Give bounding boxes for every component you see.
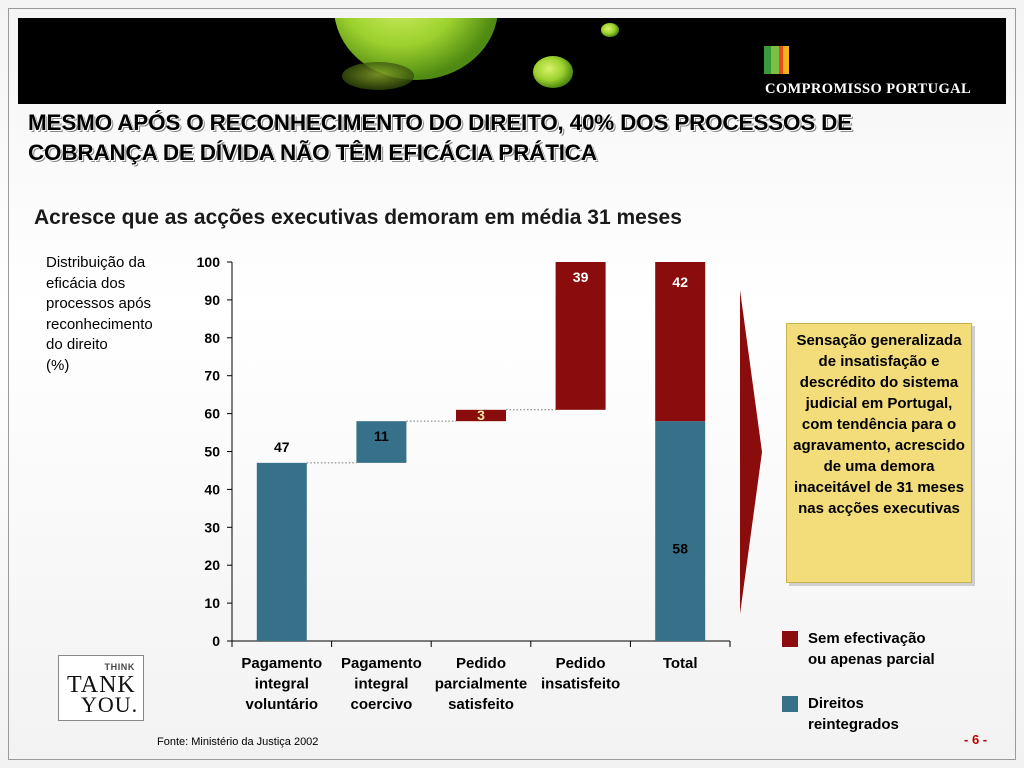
bar-value-label: 11 <box>374 428 389 444</box>
y-tick-label: 50 <box>204 444 220 460</box>
brand-name: COMPROMISSO PORTUGAL <box>765 81 972 97</box>
y-tick-label: 30 <box>204 519 220 535</box>
bar-value-label: 47 <box>274 439 290 455</box>
header-decoration <box>334 18 789 90</box>
slide-frame <box>8 8 1016 760</box>
title-line-2: COBRANÇA DE DÍVIDA NÃO TÊM EFICÁCIA PRÁT… <box>28 140 597 165</box>
x-category-label: Pedido insatisfeito <box>541 655 620 693</box>
logo-stripe-3 <box>779 46 783 74</box>
x-category-label: Pedido parcialmente satisfeito <box>435 655 528 713</box>
legend-label-line: ou apenas parcial <box>808 650 935 668</box>
legend-swatch-blue <box>782 696 798 712</box>
y-axis-label-line: (%) <box>46 356 70 374</box>
bar-value-label: 39 <box>573 269 589 285</box>
title-line-1: MESMO APÓS O RECONHECIMENTO DO DIREITO, … <box>28 110 852 135</box>
y-axis-label-line: Distribuição da <box>46 254 146 271</box>
callout-box: Sensação generalizada de insatisfação e … <box>786 323 972 583</box>
legend-label-line: reintegrados <box>808 715 899 733</box>
legend-swatch-red <box>782 631 798 647</box>
y-axis-label-line: do direito <box>46 336 108 353</box>
logo-think-text: THINK <box>104 662 135 672</box>
legend-label: Direitos reintegrados <box>808 694 899 735</box>
y-axis-label-line: processos após <box>46 295 152 312</box>
arrow-wedge <box>740 290 762 614</box>
header-banner: COMPROMISSO PORTUGAL <box>18 18 1006 104</box>
waterfall-bar <box>655 262 706 422</box>
y-tick-label: 90 <box>204 292 220 308</box>
page-number: - 6 - <box>964 732 988 747</box>
y-axis-label-line: reconhecimento <box>46 315 153 333</box>
y-tick-label: 40 <box>204 481 220 497</box>
y-tick-label: 10 <box>204 595 220 611</box>
y-tick-label: 80 <box>204 330 220 346</box>
legend-item-sem-efectivacao: Sem efectivação ou apenas parcial <box>782 629 935 670</box>
logo-stripe-1 <box>764 46 771 74</box>
y-axis-label: Distribuição da eficácia dos processos a… <box>46 253 153 376</box>
waterfall-bar <box>655 421 706 641</box>
logo-tank-text: TANK <box>67 672 136 698</box>
logo-stripe-4 <box>783 46 789 74</box>
y-tick-label: 60 <box>204 406 220 422</box>
y-tick-label: 20 <box>204 557 220 573</box>
legend-label: Sem efectivação ou apenas parcial <box>808 629 935 670</box>
legend-label-line: Direitos <box>808 695 864 712</box>
source-note: Fonte: Ministério da Justiça 2002 <box>157 736 319 748</box>
x-category-label: Pagamento integral coercivo <box>341 655 422 713</box>
x-category-label: Pagamento integral voluntário <box>241 655 322 713</box>
waterfall-bar <box>256 462 307 641</box>
y-axis-label-line: eficácia dos <box>46 274 126 292</box>
think-tank-you-logo: THINK TANK YOU. <box>58 655 144 721</box>
bar-value-label: 42 <box>672 274 688 290</box>
green-blob-shadow <box>342 62 414 90</box>
green-blob-small <box>533 56 573 88</box>
green-dot <box>601 23 619 37</box>
legend-label-line: Sem efectivação <box>808 630 926 647</box>
y-tick-label: 0 <box>212 633 220 649</box>
x-category-label: Total <box>663 655 698 672</box>
waterfall-bar <box>356 421 407 463</box>
logo-you-text: YOU. <box>81 692 139 717</box>
page-subtitle: Acresce que as acções executivas demoram… <box>34 206 682 229</box>
logo-stripe-2 <box>771 46 779 74</box>
y-tick-label: 100 <box>197 254 221 270</box>
legend-item-direitos-reintegrados: Direitos reintegrados <box>782 694 899 735</box>
bar-value-label: 58 <box>672 541 688 557</box>
y-tick-label: 70 <box>204 368 220 384</box>
waterfall-bar <box>555 262 606 410</box>
bar-value-label: 3 <box>477 407 485 423</box>
page-title: MESMO APÓS O RECONHECIMENTO DO DIREITO, … <box>28 108 852 168</box>
waterfall-bar <box>456 409 506 422</box>
